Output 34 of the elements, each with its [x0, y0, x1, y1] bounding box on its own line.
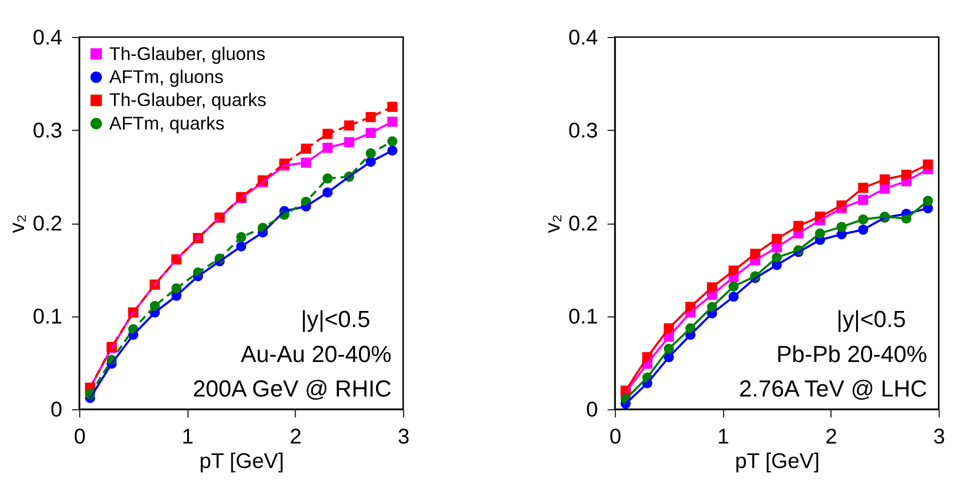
- legend-label: AFTm, quarks: [109, 112, 225, 134]
- annotation: |y|<0.5: [836, 306, 906, 332]
- x-tick-label: 2: [290, 424, 302, 449]
- x-tick-label: 3: [933, 424, 946, 449]
- y-tick-label: 0: [586, 398, 598, 422]
- y-tick-label: 0.1: [32, 304, 62, 328]
- annotation: Pb-Pb 20-40%: [776, 340, 928, 367]
- annotation: 200A GeV @ RHIC: [192, 376, 392, 402]
- x-axis-title: pT [GeV]: [199, 448, 284, 473]
- y-axis-title: v₂: [540, 214, 565, 234]
- legend-label: AFTm, gluons: [109, 66, 224, 87]
- point: [387, 136, 398, 146]
- point: [387, 116, 398, 127]
- y-tick-label: 0.1: [568, 304, 598, 328]
- x-tick-label: 3: [398, 424, 410, 449]
- y-tick-label: 0.2: [568, 211, 598, 236]
- y-tick-label: 0.3: [32, 118, 62, 142]
- x-tick-label: 1: [717, 424, 730, 449]
- y-tick-label: 0.4: [568, 25, 598, 50]
- annotation: 2.76A TeV @ LHC: [739, 376, 928, 402]
- x-tick-label: 1: [182, 424, 194, 449]
- x-tick-label: 2: [825, 424, 838, 449]
- y-tick-label: 0.4: [32, 25, 63, 50]
- y-axis-title: v₂: [5, 214, 30, 234]
- x-tick-label: 0: [74, 424, 86, 449]
- annotation: Au-Au 20-40%: [240, 340, 392, 367]
- y-tick-label: 0.2: [32, 211, 62, 236]
- x-tick-label: 0: [609, 424, 622, 449]
- legend-label: Th-Glauber, quarks: [109, 89, 266, 110]
- legend-label: Th-Glauber, gluons: [109, 42, 266, 64]
- annotation: |y|<0.5: [300, 306, 370, 332]
- y-tick-label: 0.3: [568, 118, 598, 142]
- x-axis-title: pT [GeV]: [734, 448, 820, 473]
- y-tick-label: 0: [50, 398, 62, 422]
